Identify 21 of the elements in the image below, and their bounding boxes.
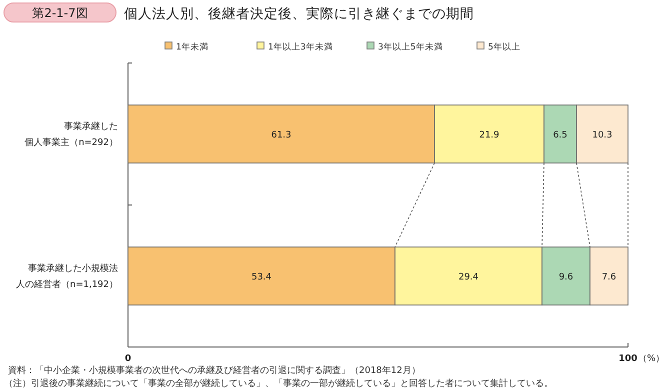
data-label: 10.3 [592,130,612,140]
data-label: 6.5 [553,130,568,140]
legend-label: 5年以上 [488,42,520,52]
data-label: 21.9 [479,130,500,140]
x-tick-label: 100 [618,354,638,364]
legend-label: 1年以上3年未満 [268,42,333,52]
legend-label: 3年以上5年未満 [378,42,443,52]
data-label: 53.4 [251,272,272,282]
y-tick-label: 事業承継した個人事業主（n=292） [24,121,118,148]
data-label: 29.4 [458,272,479,282]
data-label: 61.3 [271,130,292,140]
text: （注）引退後の事業継続について「事業の全部が継続している」、「事業の一部が継続している」と回答した者について集計している。 [4,378,553,389]
data-label: 9.6 [558,272,574,282]
chart-title: 個人法人別、後継者決定後、実際に引き継ぐまでの期間 [124,6,474,22]
legend-label: 1年未満 [176,42,208,52]
text: 資料：「中小企業・小規模事業者の次世代への承継及び経営者の引退に関する調査」（2018年12月） [8,365,420,376]
x-axis-title: （%） [638,354,665,364]
data-label: 7.6 [602,272,616,282]
y-tick-label: 事業承継した小規模法人の経営者（n=1,192） [16,263,118,290]
x-tick-label: 0 [124,354,132,364]
text: 第2-1-7図 [32,6,88,20]
